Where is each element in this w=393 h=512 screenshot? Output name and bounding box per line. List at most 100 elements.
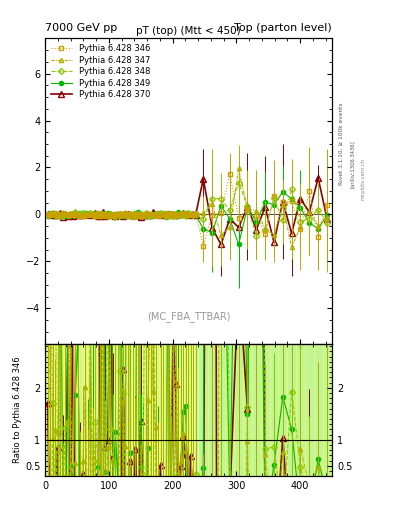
Bar xyxy=(182,344,184,476)
Bar xyxy=(226,344,234,476)
Bar xyxy=(234,344,243,476)
Bar xyxy=(139,344,142,476)
Bar xyxy=(142,344,144,476)
Bar xyxy=(144,344,147,476)
Bar xyxy=(192,344,195,476)
Bar xyxy=(64,344,66,476)
Bar xyxy=(192,344,195,476)
Bar xyxy=(179,344,182,476)
Bar xyxy=(305,344,314,476)
Bar xyxy=(89,344,92,476)
Bar xyxy=(217,344,226,476)
Bar xyxy=(305,344,314,476)
Bar xyxy=(117,344,119,476)
Bar xyxy=(77,344,79,476)
Bar xyxy=(102,344,104,476)
Bar xyxy=(243,344,252,476)
Bar xyxy=(169,344,172,476)
Bar xyxy=(89,344,92,476)
Bar xyxy=(82,344,84,476)
Text: 7000 GeV pp: 7000 GeV pp xyxy=(45,23,118,33)
Bar xyxy=(57,344,59,476)
Bar xyxy=(278,344,287,476)
Bar xyxy=(109,344,112,476)
Legend: Pythia 6.428 346, Pythia 6.428 347, Pythia 6.428 348, Pythia 6.428 349, Pythia 6: Pythia 6.428 346, Pythia 6.428 347, Pyth… xyxy=(48,41,153,102)
Bar xyxy=(177,344,179,476)
Bar xyxy=(187,344,189,476)
Bar xyxy=(184,344,187,476)
Bar xyxy=(114,344,117,476)
Bar xyxy=(51,344,54,476)
Text: mcplots.cern.ch: mcplots.cern.ch xyxy=(360,158,365,200)
Bar xyxy=(234,344,243,476)
Bar xyxy=(51,344,54,476)
Bar xyxy=(107,344,109,476)
Bar xyxy=(46,344,49,476)
Bar xyxy=(94,344,97,476)
Bar xyxy=(182,344,184,476)
Bar xyxy=(132,344,134,476)
Bar xyxy=(157,344,159,476)
Bar xyxy=(177,344,179,476)
Bar xyxy=(296,344,305,476)
Bar xyxy=(147,344,149,476)
Bar xyxy=(72,344,74,476)
Bar xyxy=(46,344,49,476)
Bar xyxy=(174,344,177,476)
Bar xyxy=(159,344,162,476)
Bar xyxy=(86,344,89,476)
Bar xyxy=(270,344,278,476)
Bar xyxy=(195,344,197,476)
Bar xyxy=(162,344,164,476)
Bar xyxy=(66,344,69,476)
Bar xyxy=(64,344,66,476)
Bar xyxy=(179,344,182,476)
Bar xyxy=(127,344,129,476)
Bar xyxy=(149,344,152,476)
Bar xyxy=(74,344,77,476)
Text: [arXiv:1306.3436]: [arXiv:1306.3436] xyxy=(350,140,355,188)
Bar xyxy=(109,344,112,476)
Bar xyxy=(124,344,127,476)
Bar xyxy=(261,344,270,476)
Bar xyxy=(82,344,84,476)
Bar xyxy=(137,344,139,476)
Text: Top (parton level): Top (parton level) xyxy=(234,23,332,33)
Bar xyxy=(147,344,149,476)
Bar xyxy=(169,344,172,476)
Bar xyxy=(167,344,169,476)
Bar xyxy=(119,344,122,476)
Bar xyxy=(77,344,79,476)
Bar xyxy=(74,344,77,476)
Bar xyxy=(154,344,157,476)
Bar xyxy=(94,344,97,476)
Bar xyxy=(84,344,86,476)
Bar xyxy=(159,344,162,476)
Bar xyxy=(152,344,154,476)
Bar xyxy=(270,344,278,476)
Bar xyxy=(199,344,208,476)
Bar xyxy=(217,344,226,476)
Bar xyxy=(184,344,187,476)
Bar xyxy=(139,344,142,476)
Bar xyxy=(124,344,127,476)
Bar xyxy=(252,344,261,476)
Bar xyxy=(243,344,252,476)
Bar xyxy=(132,344,134,476)
Bar xyxy=(134,344,137,476)
Bar xyxy=(314,344,323,476)
Text: Rivet 3.1.10, ≥ 100k events: Rivet 3.1.10, ≥ 100k events xyxy=(339,102,344,185)
Bar xyxy=(287,344,296,476)
Bar xyxy=(92,344,94,476)
Bar xyxy=(72,344,74,476)
Bar xyxy=(99,344,102,476)
Bar xyxy=(296,344,305,476)
Y-axis label: Ratio to Pythia 6.428 346: Ratio to Pythia 6.428 346 xyxy=(13,356,22,463)
Bar xyxy=(57,344,59,476)
Bar xyxy=(49,344,51,476)
Bar xyxy=(54,344,57,476)
Bar xyxy=(134,344,137,476)
Bar xyxy=(117,344,119,476)
Bar xyxy=(287,344,296,476)
Text: (MC_FBA_TTBAR): (MC_FBA_TTBAR) xyxy=(147,311,230,322)
